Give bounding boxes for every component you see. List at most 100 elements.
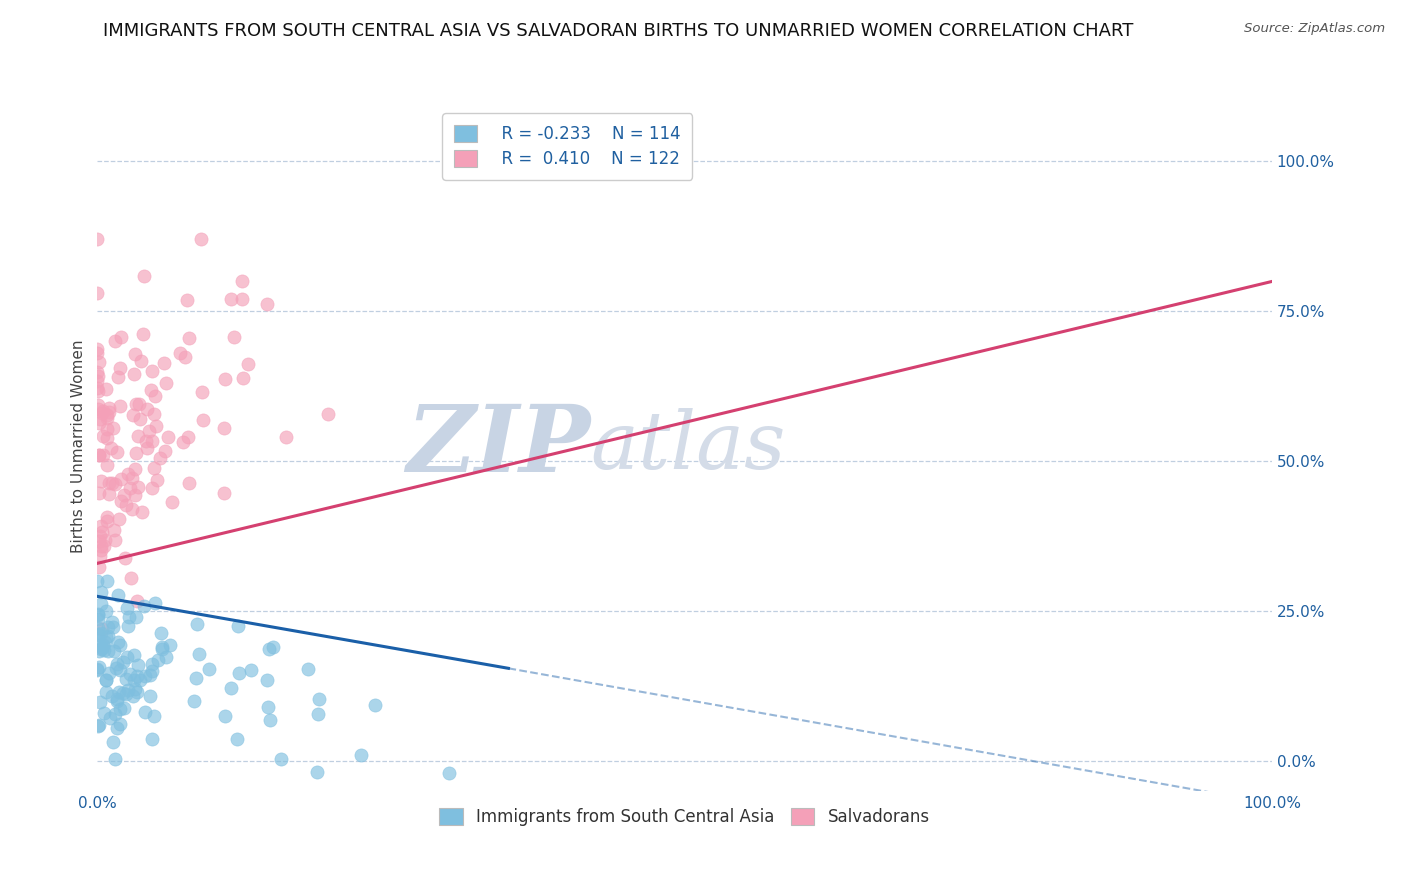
Point — [87, 398, 110, 412]
Point — [93, 539, 115, 553]
Point — [97, 401, 120, 415]
Point — [138, 690, 160, 704]
Point — [114, 672, 136, 686]
Point — [127, 429, 149, 443]
Point — [96, 408, 118, 422]
Point — [87, 416, 110, 430]
Point — [96, 509, 118, 524]
Point — [90, 625, 112, 640]
Point — [121, 470, 143, 484]
Point — [214, 709, 236, 723]
Point — [108, 512, 131, 526]
Point — [90, 475, 112, 489]
Point — [122, 648, 145, 663]
Point — [91, 638, 114, 652]
Point — [90, 543, 112, 558]
Point — [155, 650, 177, 665]
Point — [228, 666, 250, 681]
Point — [105, 721, 128, 735]
Point — [150, 642, 173, 657]
Point — [100, 441, 122, 455]
Point — [87, 355, 110, 369]
Point — [104, 334, 127, 348]
Point — [108, 685, 131, 699]
Point — [108, 638, 131, 652]
Point — [124, 347, 146, 361]
Point — [176, 293, 198, 308]
Point — [108, 360, 131, 375]
Text: IMMIGRANTS FROM SOUTH CENTRAL ASIA VS SALVADORAN BIRTHS TO UNMARRIED WOMEN CORRE: IMMIGRANTS FROM SOUTH CENTRAL ASIA VS SA… — [104, 22, 1133, 40]
Point — [177, 476, 200, 491]
Point — [124, 682, 146, 697]
Point — [143, 389, 166, 403]
Point — [90, 519, 112, 533]
Point — [87, 628, 110, 642]
Point — [214, 421, 236, 435]
Point — [86, 402, 108, 417]
Point — [93, 706, 115, 720]
Point — [103, 523, 125, 537]
Point — [129, 412, 152, 426]
Point — [153, 444, 176, 458]
Point — [121, 408, 143, 422]
Point — [127, 684, 149, 698]
Point — [142, 709, 165, 723]
Point — [90, 585, 112, 599]
Point — [129, 354, 152, 368]
Point — [256, 673, 278, 688]
Text: ZIP: ZIP — [406, 401, 591, 491]
Point — [141, 434, 163, 449]
Point — [222, 330, 245, 344]
Point — [146, 473, 169, 487]
Point — [127, 479, 149, 493]
Point — [90, 539, 112, 553]
Y-axis label: Births to Unmarried Women: Births to Unmarried Women — [72, 340, 86, 553]
Point — [104, 751, 127, 765]
Point — [91, 623, 114, 637]
Point — [134, 705, 156, 719]
Point — [96, 422, 118, 436]
Point — [232, 371, 254, 385]
Point — [191, 384, 214, 399]
Point — [87, 719, 110, 733]
Point — [117, 618, 139, 632]
Point — [86, 346, 108, 360]
Point — [101, 689, 124, 703]
Point — [101, 615, 124, 629]
Point — [142, 461, 165, 475]
Point — [176, 430, 198, 444]
Point — [121, 690, 143, 704]
Point — [86, 662, 108, 676]
Point — [96, 604, 118, 618]
Point — [125, 593, 148, 607]
Point — [191, 413, 214, 427]
Point — [350, 747, 373, 762]
Point — [96, 410, 118, 425]
Point — [141, 364, 163, 378]
Point — [89, 643, 111, 657]
Point — [93, 643, 115, 657]
Point — [89, 412, 111, 426]
Point — [90, 598, 112, 612]
Point — [94, 630, 117, 644]
Point — [143, 595, 166, 609]
Point — [145, 418, 167, 433]
Point — [135, 434, 157, 448]
Point — [118, 667, 141, 681]
Point — [231, 292, 253, 306]
Point — [87, 607, 110, 622]
Point — [120, 571, 142, 585]
Point — [270, 752, 292, 766]
Point — [172, 434, 194, 449]
Point — [117, 683, 139, 698]
Point — [96, 458, 118, 472]
Point — [131, 505, 153, 519]
Point — [96, 431, 118, 445]
Point — [141, 657, 163, 671]
Point — [105, 694, 128, 708]
Point — [134, 269, 156, 284]
Point — [114, 498, 136, 512]
Point — [86, 381, 108, 395]
Point — [128, 397, 150, 411]
Point — [87, 486, 110, 500]
